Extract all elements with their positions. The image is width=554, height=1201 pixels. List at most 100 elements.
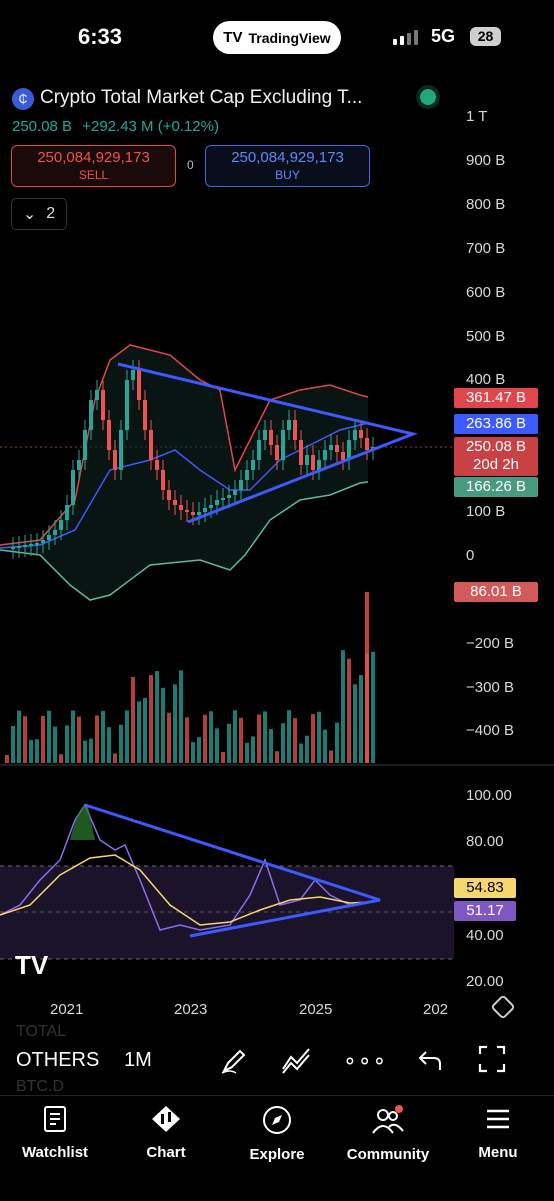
candle-body: [221, 498, 225, 500]
more-options-icon[interactable]: ∘∘∘: [343, 1048, 388, 1073]
candle-body: [29, 544, 33, 546]
candle-body: [59, 520, 63, 530]
candle-body: [341, 452, 345, 460]
candle-body: [41, 540, 45, 543]
volume-bar: [143, 697, 147, 763]
candlesticks: [11, 360, 375, 559]
volume-bar: [257, 714, 261, 763]
price-axis-label: 400 B: [466, 371, 506, 388]
volume-bar: [179, 670, 183, 763]
candle-body: [185, 510, 189, 512]
time-axis-label: 2021: [50, 1001, 84, 1018]
volume-bar: [215, 728, 219, 763]
tab-label: Community: [346, 1146, 430, 1163]
candle-body: [269, 430, 273, 445]
volume-bar: [371, 651, 375, 763]
tradingview-watermark-icon: TV: [15, 950, 49, 980]
candle-body: [227, 495, 231, 498]
candle-body: [65, 505, 69, 520]
volume-bar: [23, 716, 27, 763]
middle-band-tag: 263.86 B: [454, 414, 538, 434]
volume-bar: [281, 723, 285, 763]
tab-explore[interactable]: Explore: [227, 1105, 327, 1163]
price-axis-label: 900 B: [466, 152, 506, 169]
time-axis-label: 2025: [299, 1001, 333, 1018]
tab-chart[interactable]: Chart: [116, 1105, 216, 1161]
undo-icon[interactable]: [418, 1048, 442, 1072]
volume-bar: [107, 727, 111, 763]
rsi-axis-label: 20.00: [466, 973, 504, 990]
candle-body: [11, 547, 15, 549]
candle-body: [101, 390, 105, 420]
volume-bar: [119, 724, 123, 763]
rsi-line: [0, 803, 371, 931]
interval-selector[interactable]: 1M: [124, 1049, 152, 1071]
volume-bar: [293, 718, 297, 763]
price-axis-label: 800 B: [466, 196, 506, 213]
volume-bar: [137, 701, 141, 763]
volume-bar: [317, 711, 321, 763]
volume-bar: [185, 717, 189, 763]
battery-icon: 28: [470, 27, 501, 46]
sell-button[interactable]: 250,084,929,173 SELL: [11, 145, 176, 187]
volume-bar: [221, 751, 225, 763]
volume-bar: [53, 726, 57, 763]
rsi-overbought-fill: [70, 805, 95, 840]
buy-button[interactable]: 250,084,929,173 BUY: [205, 145, 370, 187]
community-icon: [372, 1105, 404, 1134]
candle-body: [137, 370, 141, 400]
price-axis-label: 100 B: [466, 503, 506, 520]
band-fill: [0, 345, 368, 600]
candle-body: [233, 490, 237, 495]
symbol-selector[interactable]: OTHERS: [16, 1049, 100, 1071]
symbol-title[interactable]: Crypto Total Market Cap Excluding T...: [40, 87, 363, 108]
buy-value: 250,084,929,173: [231, 149, 344, 166]
candle-body: [317, 460, 321, 470]
tab-label: Chart: [146, 1144, 186, 1161]
volume-bar: [347, 658, 351, 763]
volume-bar: [197, 737, 201, 763]
middle-band-line: [0, 422, 369, 549]
rsi-tag: 51.17: [454, 901, 516, 921]
tab-label: Explore: [249, 1146, 305, 1163]
tab-watchlist[interactable]: Watchlist: [5, 1105, 105, 1161]
indicators-toggle-button[interactable]: ⌄ 2: [11, 198, 67, 230]
candle-body: [161, 470, 165, 490]
indicators-icon[interactable]: [281, 1045, 313, 1075]
candle-body: [71, 470, 75, 505]
tradingview-logo-icon: TV: [223, 29, 243, 46]
candle-body: [53, 530, 57, 535]
candle-body: [365, 438, 369, 450]
volume-bar: [353, 684, 357, 763]
status-time: 6:33: [78, 24, 123, 49]
tradingview-pill[interactable]: TV TradingView: [213, 21, 341, 54]
time-axis-label: 202: [423, 1001, 449, 1018]
fullscreen-icon[interactable]: [478, 1045, 506, 1073]
candle-body: [347, 440, 351, 460]
volume-bar: [191, 742, 195, 763]
candle-body: [95, 390, 99, 400]
tab-label: Watchlist: [21, 1144, 89, 1161]
candle-body: [305, 455, 309, 465]
rsi-ma-line: [0, 854, 371, 926]
last-price-tag: 250.08 B 20d 2h: [454, 437, 538, 476]
rsi-ma-tag: 54.83: [454, 878, 516, 898]
candle-body: [335, 445, 339, 452]
time-axis-label: 2023: [174, 1001, 208, 1018]
tab-community[interactable]: Community: [338, 1105, 438, 1163]
volume-bar: [233, 710, 237, 763]
candle-body: [77, 460, 81, 470]
volume-bar: [269, 729, 273, 763]
volume-bar: [167, 712, 171, 763]
candle-body: [173, 500, 177, 505]
ghost-symbol-bottom: BTC.D: [16, 1078, 64, 1095]
candle-body: [83, 430, 87, 460]
tab-menu[interactable]: Menu: [448, 1105, 548, 1161]
candle-body: [263, 430, 267, 440]
rsi-axis-label: 100.00: [466, 787, 512, 804]
price-axis-label: −300 B: [466, 679, 514, 696]
drawing-pen-icon[interactable]: [220, 1045, 250, 1075]
candle-body: [197, 512, 201, 515]
rsi-triangle-trendline: [84, 803, 381, 938]
